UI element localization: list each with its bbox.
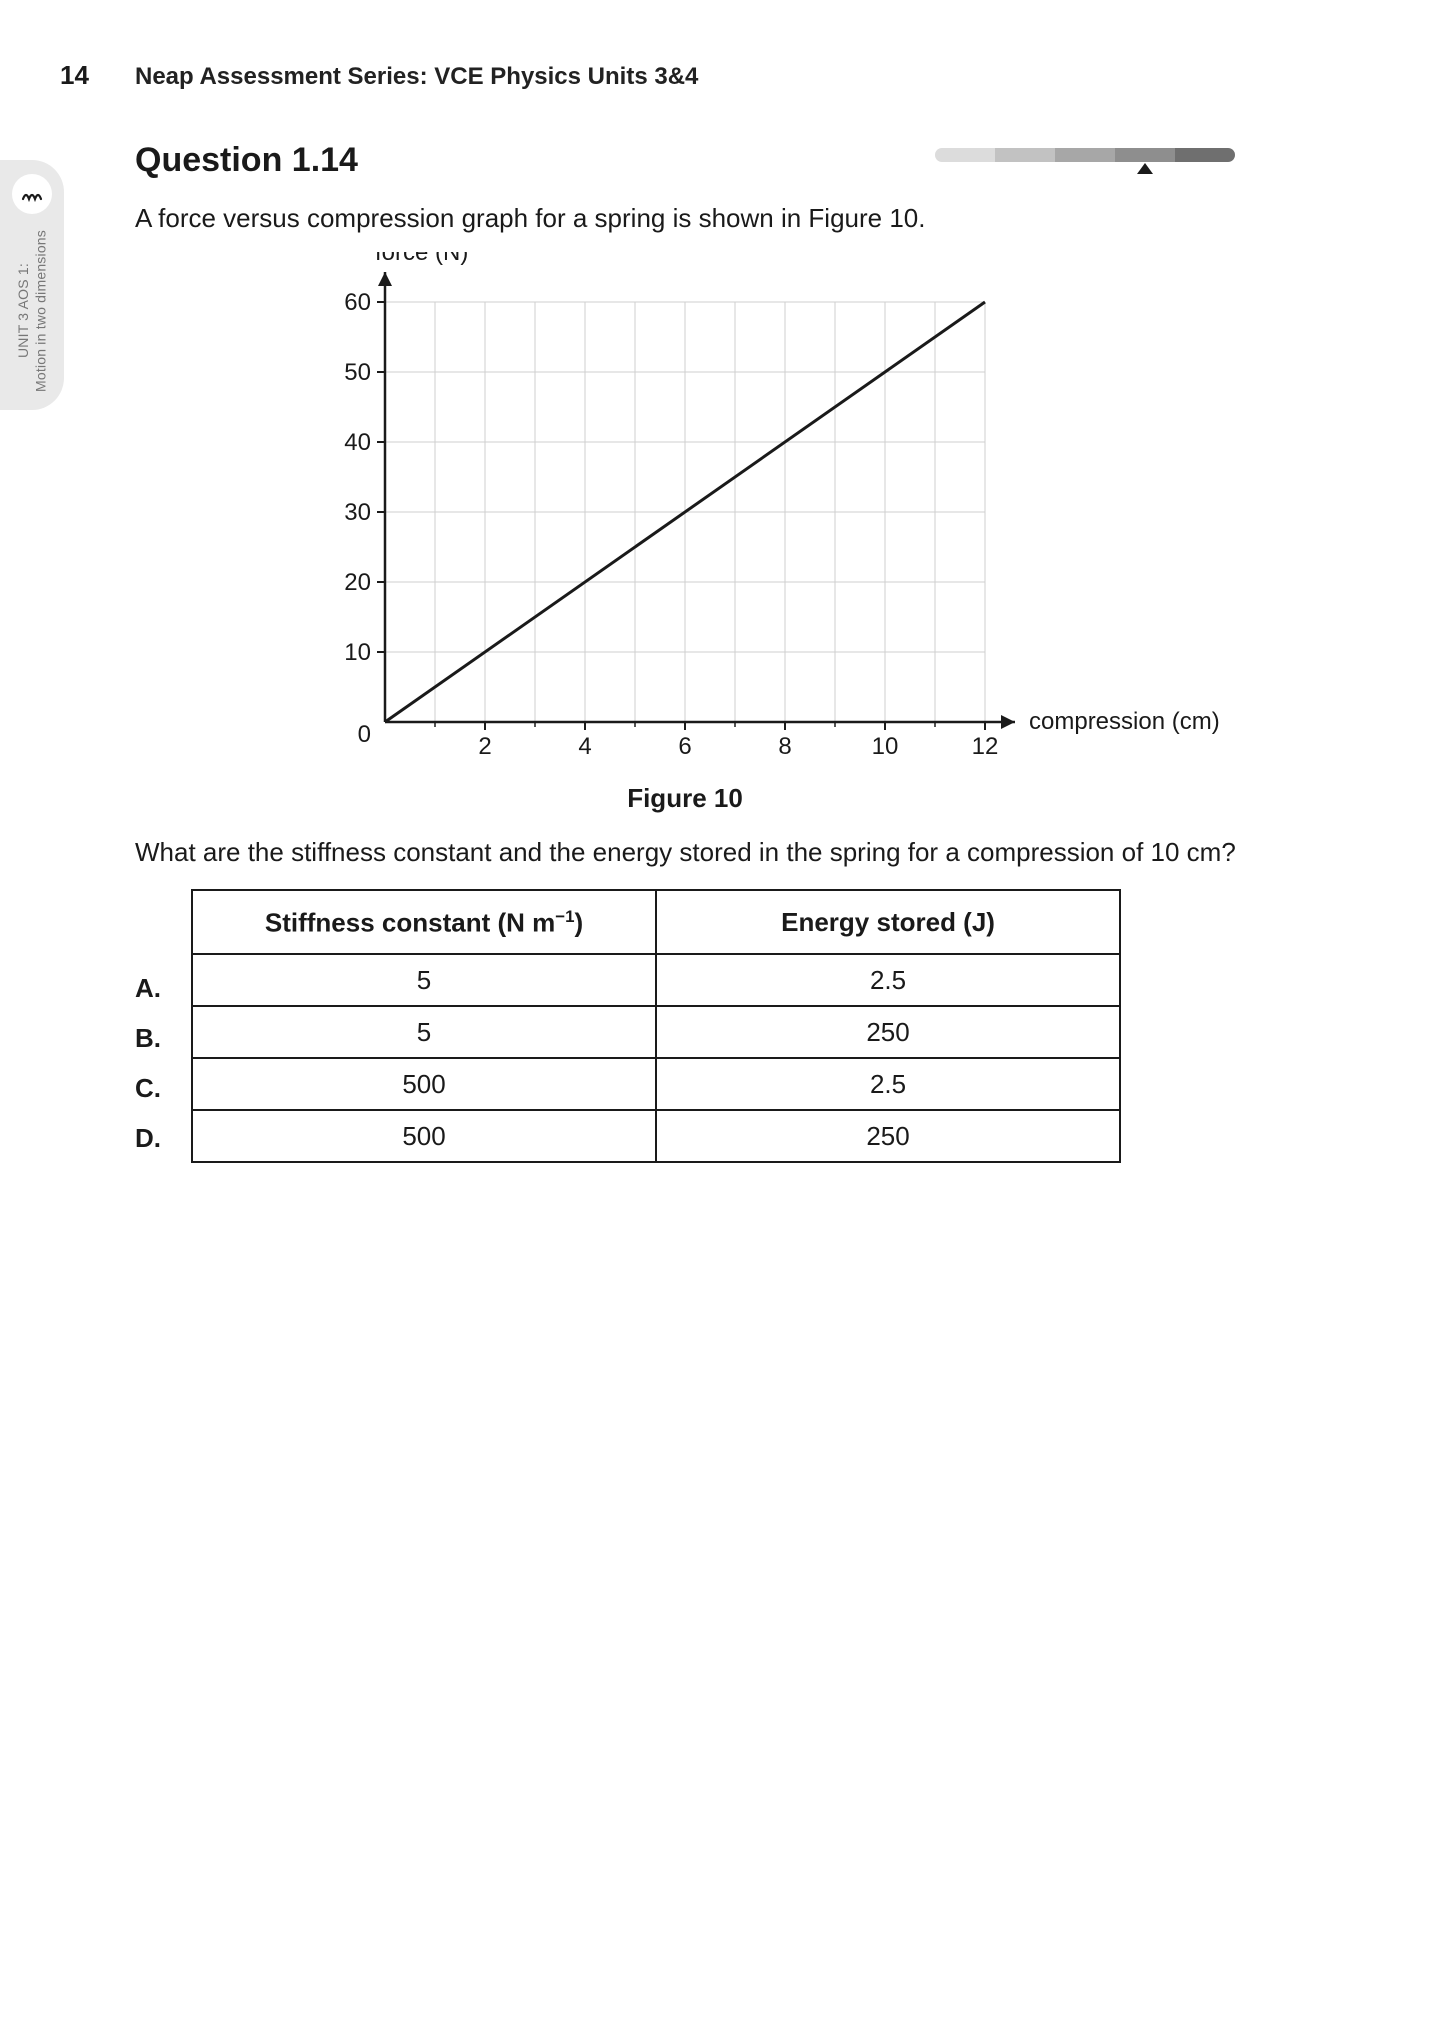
question-intro: A force versus compression graph for a s… <box>135 200 1245 238</box>
unit-tab-line2: Motion in two dimensions <box>32 230 48 392</box>
answers-cell: 5 <box>192 954 656 1006</box>
y-axis-arrow-icon <box>378 272 392 286</box>
unit-tab-line1: UNIT 3 AOS 1: <box>15 264 31 359</box>
question-content: Question 1.14 A force versus compression… <box>135 141 1245 1163</box>
answers-cell: 500 <box>192 1058 656 1110</box>
y-axis-label: force (N) <box>375 252 468 266</box>
y-tick-label: 50 <box>344 359 371 386</box>
y-tick-label: 40 <box>344 429 371 456</box>
table-row: 5002.5 <box>192 1058 1120 1110</box>
difficulty-segment <box>1055 148 1115 162</box>
difficulty-segment <box>1115 148 1175 162</box>
answers-body: 52.552505002.5500250 <box>192 954 1120 1162</box>
y-tick-label: 10 <box>344 639 371 666</box>
answers-cell: 2.5 <box>656 954 1120 1006</box>
y-tick-label: 20 <box>344 569 371 596</box>
figure-caption: Figure 10 <box>365 783 1005 814</box>
answers-cell: 500 <box>192 1110 656 1162</box>
y-tick-label: 30 <box>344 499 371 526</box>
unit-tab-text: UNIT 3 AOS 1: Motion in two dimensions <box>15 230 50 392</box>
y-tick-label: 60 <box>344 289 371 316</box>
answers-header-row: Stiffness constant (N m−1)Energy stored … <box>192 890 1120 954</box>
unit-side-tab: UNIT 3 AOS 1: Motion in two dimensions <box>0 160 64 410</box>
row-label-spacer <box>135 901 179 963</box>
difficulty-bar <box>935 146 1245 176</box>
answers-cell: 5 <box>192 1006 656 1058</box>
x-tick-label: 2 <box>478 733 491 760</box>
x-axis-arrow-icon <box>1001 715 1015 729</box>
table-row: 52.5 <box>192 954 1120 1006</box>
answer-option-label: D. <box>135 1113 179 1163</box>
unit-tab-icon-circle <box>12 174 52 214</box>
question-title: Question 1.14 <box>135 141 358 180</box>
answers-cell: 2.5 <box>656 1058 1120 1110</box>
answer-row-labels: A.B.C.D. <box>135 889 179 1163</box>
answers-header-cell: Stiffness constant (N m−1) <box>192 890 656 954</box>
page-header: 14 Neap Assessment Series: VCE Physics U… <box>60 60 1365 91</box>
answers-cell: 250 <box>656 1006 1120 1058</box>
answers-header-cell: Energy stored (J) <box>656 890 1120 954</box>
x-tick-label: 4 <box>578 733 591 760</box>
difficulty-segment <box>995 148 1055 162</box>
question-prompt: What are the stiffness constant and the … <box>135 834 1245 872</box>
difficulty-segment <box>1175 148 1235 162</box>
page-number: 14 <box>60 60 105 91</box>
answer-table-wrap: A.B.C.D. Stiffness constant (N m−1)Energ… <box>135 889 1245 1163</box>
question-header-row: Question 1.14 <box>135 141 1245 180</box>
difficulty-pointer-icon <box>1137 163 1153 174</box>
x-tick-label: 10 <box>872 733 899 760</box>
x-axis-label: compression (cm) <box>1029 708 1220 735</box>
answer-option-label: A. <box>135 963 179 1013</box>
table-row: 5250 <box>192 1006 1120 1058</box>
force-compression-chart: 10 20 30 40 50 60 2 4 6 8 10 12 0 force (N) compressio… <box>295 252 1275 772</box>
origin-label: 0 <box>358 721 371 748</box>
figure-wrap: 10 20 30 40 50 60 2 4 6 8 10 12 0 force (N) compressio… <box>295 252 1245 814</box>
answers-cell: 250 <box>656 1110 1120 1162</box>
table-row: 500250 <box>192 1110 1120 1162</box>
tab-glyph-icon <box>19 181 45 207</box>
page: 14 Neap Assessment Series: VCE Physics U… <box>0 0 1445 2043</box>
answers-table: Stiffness constant (N m−1)Energy stored … <box>191 889 1121 1163</box>
series-title: Neap Assessment Series: VCE Physics Unit… <box>135 63 698 91</box>
answer-option-label: C. <box>135 1063 179 1113</box>
x-tick-label: 12 <box>972 733 999 760</box>
x-tick-label: 6 <box>678 733 691 760</box>
difficulty-segment <box>935 148 995 162</box>
answer-option-label: B. <box>135 1013 179 1063</box>
x-tick-label: 8 <box>778 733 791 760</box>
